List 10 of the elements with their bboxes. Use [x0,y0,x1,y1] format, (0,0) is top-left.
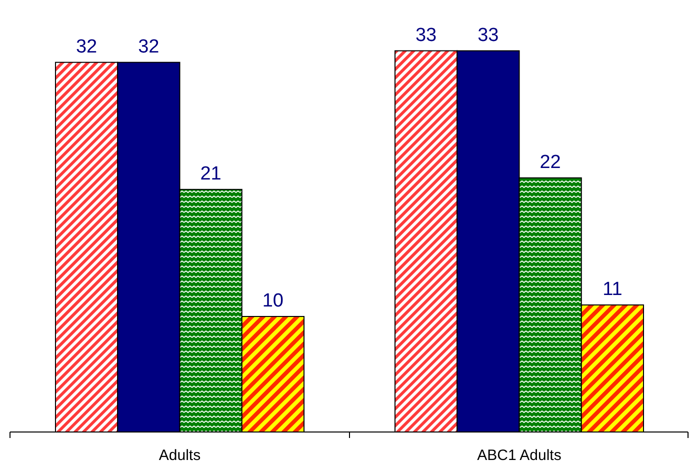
data-label: 10 [262,290,284,312]
data-label: 32 [138,36,160,58]
data-label: 32 [76,36,98,58]
x-tick-label: Adults [158,447,201,464]
data-label: 33 [478,24,499,46]
x-tick-label: ABC1 Adults [477,447,562,464]
data-label: 11 [602,278,622,300]
data-label: 22 [540,152,561,173]
data-label: 33 [415,24,437,46]
data-label: 21 [200,163,222,184]
